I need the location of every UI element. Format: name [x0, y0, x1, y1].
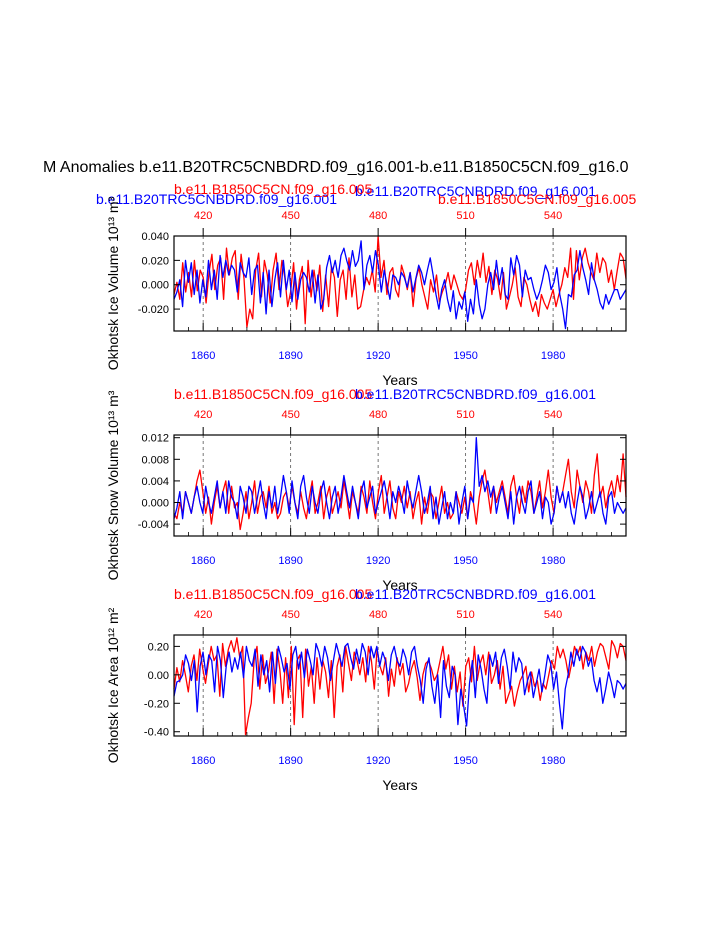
x-tick-label-bottom: 1860: [191, 555, 215, 567]
y-tick-label: -0.20: [144, 698, 169, 710]
y-tick-label: 0.20: [148, 641, 169, 653]
x-tick-label-top: 480: [369, 210, 387, 222]
plot-frame: [173, 434, 627, 537]
x-tick-label-bottom: 1980: [541, 755, 565, 767]
x-axis-title: Years: [382, 777, 417, 793]
x-tick-label-top: 540: [544, 609, 562, 621]
x-tick-label-top: 450: [281, 609, 299, 621]
x-tick-label-bottom: 1950: [453, 555, 477, 567]
y-tick-label: -0.020: [138, 304, 169, 316]
x-tick-label-bottom: 1950: [453, 755, 477, 767]
x-tick-label-bottom: 1890: [278, 755, 302, 767]
x-axis-title: Years: [382, 372, 417, 388]
y-axis-title: Okhotsk Snow Volume 10¹³ m³: [105, 390, 121, 580]
series-line-red: [173, 453, 627, 531]
x-tick-label-bottom: 1890: [278, 350, 302, 362]
y-tick-label: 0.020: [141, 255, 169, 267]
x-tick-label-bottom: 1980: [541, 555, 565, 567]
y-tick-label: 0.00: [148, 670, 169, 682]
y-tick-label: 0.012: [141, 433, 169, 445]
x-tick-label-top: 420: [194, 210, 212, 222]
plot-frame: [173, 634, 627, 737]
x-tick-label-bottom: 1890: [278, 555, 302, 567]
series-line-blue: [173, 240, 627, 330]
header-blue-run-mid-label: b.e11.B20TRC5CNBDRD.f09_g16.001: [355, 183, 596, 199]
x-tick-label-top: 510: [456, 409, 474, 421]
x-tick-label-top: 480: [369, 409, 387, 421]
top-run-label-red: b.e11.B1850C5CN.f09_g16.005: [174, 586, 372, 602]
x-tick-label-top: 450: [281, 409, 299, 421]
x-tick-label-bottom: 1920: [366, 350, 390, 362]
chart-panel-ice_area: 0.20 0.00 -0.20 -0.40 1860 1890 1920 1950 1980 42…: [105, 586, 627, 793]
header-blue-run-label: b.e11.B20TRC5CNBDRD.f09_g16.001: [96, 191, 337, 207]
y-axis-title: Okhotsk Ice Area 10¹² m²: [105, 607, 121, 763]
top-run-label-blue: b.e11.B20TRC5CNBDRD.f09_g16.001: [355, 386, 596, 402]
x-tick-label-bottom: 1860: [191, 350, 215, 362]
x-tick-label-top: 540: [544, 409, 562, 421]
plot-frame: [173, 235, 627, 332]
chart-panel-ice_volume: 0.040 0.020 0.000 -0.020 1860 1890 1920 1950 198…: [105, 181, 627, 388]
x-tick-label-top: 480: [369, 609, 387, 621]
top-run-label-red: b.e11.B1850C5CN.f09_g16.005: [174, 181, 372, 197]
chart-panel-snow_volume: 0.012 0.008 0.004 0.000 -0.004 1860 1890 1920 19…: [105, 386, 627, 593]
x-tick-label-top: 420: [194, 409, 212, 421]
x-tick-label-top: 450: [281, 210, 299, 222]
x-tick-label-bottom: 1920: [366, 755, 390, 767]
y-tick-label: 0.040: [141, 231, 169, 243]
y-tick-label: -0.004: [138, 519, 169, 531]
figure-title: M Anomalies b.e11.B20TRC5CNBDRD.f09_g16.…: [43, 159, 629, 176]
y-tick-label: 0.008: [141, 454, 169, 466]
series-line-blue: [173, 642, 627, 730]
x-tick-label-bottom: 1980: [541, 350, 565, 362]
panels: 0.040 0.020 0.000 -0.020 1860 1890 1920 1950 198…: [105, 181, 627, 793]
x-tick-label-bottom: 1950: [453, 350, 477, 362]
x-tick-label-top: 510: [456, 609, 474, 621]
header-red-run-right-label: b.e11.B1850C5CN.f09_g16.005: [438, 191, 636, 207]
x-tick-label-top: 420: [194, 609, 212, 621]
x-tick-label-bottom: 1920: [366, 555, 390, 567]
series-line-blue: [173, 437, 627, 525]
y-tick-label: 0.000: [141, 498, 169, 510]
x-axis-title: Years: [382, 577, 417, 593]
x-tick-label-top: 510: [456, 210, 474, 222]
y-tick-label: -0.40: [144, 727, 169, 739]
top-run-label-red: b.e11.B1850C5CN.f09_g16.005: [174, 386, 372, 402]
y-tick-label: 0.000: [141, 280, 169, 292]
y-tick-label: 0.004: [141, 476, 169, 488]
x-tick-label-top: 540: [544, 210, 562, 222]
y-axis-title: Okhotsk Ice Volume 10¹³ m³: [105, 196, 121, 370]
x-tick-label-bottom: 1860: [191, 755, 215, 767]
top-run-label-blue: b.e11.B20TRC5CNBDRD.f09_g16.001: [355, 586, 596, 602]
